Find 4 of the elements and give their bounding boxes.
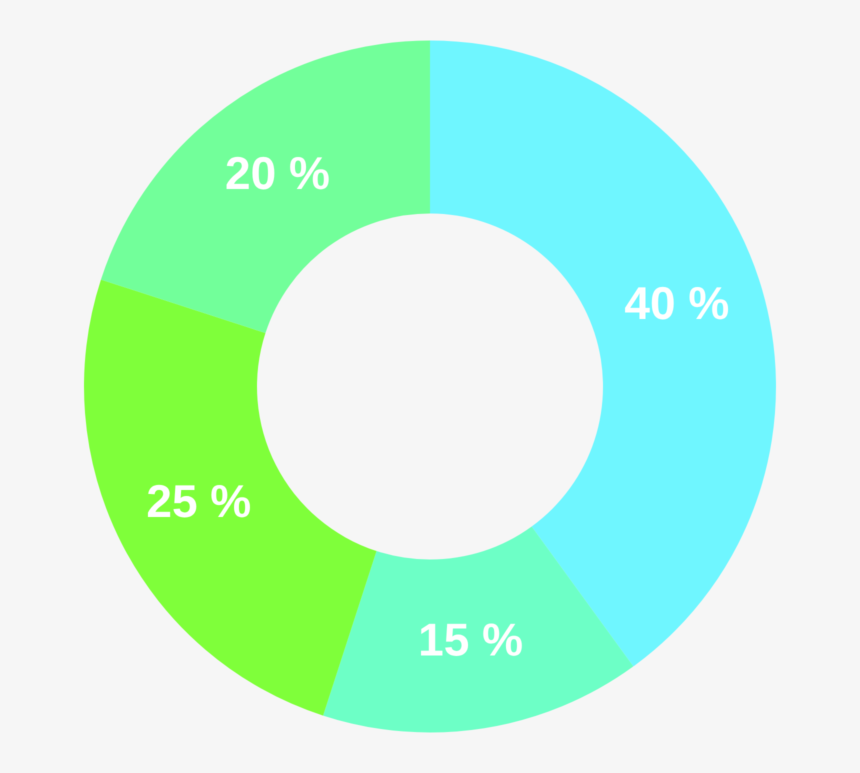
data-label: 40 % [624,277,730,329]
data-label: 25 % [146,475,252,527]
data-label: 20 % [225,147,330,200]
data-label: 15 % [418,613,524,666]
